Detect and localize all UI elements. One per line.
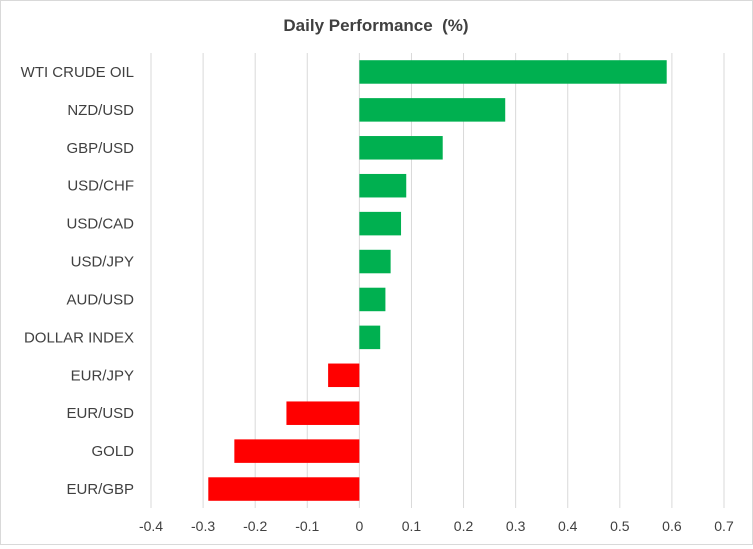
category-label: USD/JPY [71,254,134,271]
x-tick-label: 0.1 [402,518,422,534]
category-label: USD/CHF [67,178,134,195]
gridlines [150,53,725,508]
category-label: GBP/USD [66,140,134,157]
bar [359,136,443,160]
bar [359,211,402,236]
bar [328,363,360,388]
x-tick-label: -0.1 [295,518,319,534]
category-label: USD/CAD [66,216,134,233]
category-label: WTI CRUDE OIL [21,64,134,81]
x-tick-label: 0.4 [558,518,578,534]
x-tick-label: -0.4 [139,518,163,534]
bar [359,60,667,84]
bar [234,439,360,463]
x-tick-label: -0.2 [243,518,267,534]
x-tick-label: -0.3 [191,518,215,534]
chart-title: Daily Performance (%) [283,16,468,35]
bar [359,98,506,122]
bar [286,401,360,425]
category-label: NZD/USD [67,102,134,119]
category-label: EUR/GBP [66,481,134,498]
x-tick-label: 0.7 [714,518,734,534]
x-tick-label: 0.2 [454,518,474,534]
x-tick-label: 0.3 [506,518,526,534]
bar [359,249,391,274]
bar [208,477,360,501]
x-tick-label: 0.5 [610,518,630,534]
category-label: EUR/JPY [71,367,134,384]
bar [359,173,407,198]
category-label: AUD/USD [66,291,134,308]
x-tick-label: 0 [355,518,363,534]
bars [208,60,667,501]
category-label: DOLLAR INDEX [24,329,134,346]
category-label: GOLD [91,443,134,460]
x-tick-label: 0.6 [662,518,682,534]
axis-labels: -0.4 -0.3 -0.2 -0.1 0 0.1 0.2 0.3 0.4 0.5 0.6 0.7 WT… [21,64,734,534]
bar [359,325,381,350]
bar [359,287,386,312]
category-label: EUR/USD [66,405,134,422]
